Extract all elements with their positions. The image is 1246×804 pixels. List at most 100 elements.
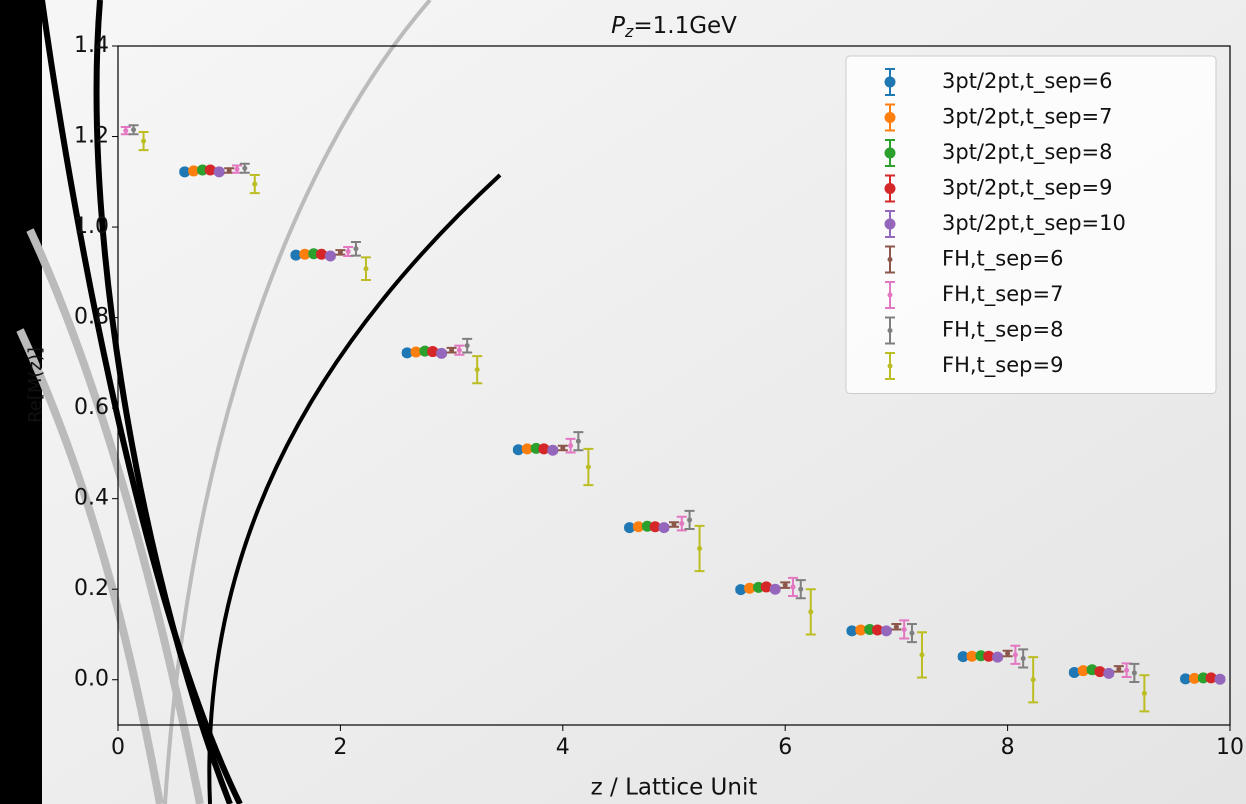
legend-swatch-dot (884, 112, 896, 123)
plot-frame (117, 45, 1231, 726)
data-point (337, 249, 343, 255)
title-main: P (611, 13, 625, 39)
data-point (345, 249, 351, 255)
data-point (901, 626, 907, 632)
data-point (753, 581, 765, 593)
data-point (363, 266, 369, 272)
data-point (1141, 690, 1147, 696)
data-point (782, 582, 788, 588)
decor-curve (39, 0, 243, 804)
x-tick-label: 10 (1216, 735, 1244, 760)
data-point (880, 625, 892, 637)
legend-swatch-dot (884, 183, 896, 194)
legend-label: 3pt/2pt,t_sep=8 (942, 140, 1112, 165)
data-point (353, 246, 359, 252)
data-point (671, 521, 677, 527)
data-point (401, 347, 413, 359)
data-point (419, 345, 431, 357)
data-point (197, 164, 209, 176)
x-tick-label: 4 (556, 735, 570, 760)
legend-label: 3pt/2pt,t_sep=10 (942, 211, 1126, 236)
legend-swatch-dot (887, 328, 893, 333)
data-point (855, 624, 867, 636)
data-point (226, 167, 232, 173)
legend-swatch-dot (887, 363, 893, 369)
legend-label: 3pt/2pt,t_sep=6 (942, 69, 1112, 94)
data-point (1180, 673, 1192, 685)
data-point (735, 584, 747, 596)
legend-box (845, 55, 1217, 394)
x-tick-label: 0 (111, 735, 125, 760)
data-point (1124, 667, 1130, 673)
data-point (1205, 672, 1217, 684)
data-point (1068, 666, 1080, 678)
data-point (131, 127, 137, 133)
y-tick-label: 0.2 (74, 576, 109, 601)
left-strip (0, 0, 42, 804)
data-point (252, 181, 258, 187)
data-point (410, 346, 422, 358)
y-tick-label: 0.6 (74, 395, 109, 420)
decor-curve (93, 0, 233, 804)
data-point (449, 347, 455, 353)
data-point (213, 166, 225, 178)
title-subscript: z (624, 22, 634, 41)
data-point (697, 545, 703, 551)
legend-label: 3pt/2pt,t_sep=9 (942, 176, 1112, 201)
data-point (909, 630, 915, 636)
data-point (521, 443, 533, 455)
data-point (324, 250, 336, 262)
data-point (983, 650, 995, 662)
data-point (141, 138, 147, 144)
data-point (871, 624, 883, 636)
data-point (568, 443, 574, 449)
data-point (769, 583, 781, 595)
data-point (790, 584, 796, 590)
data-point (560, 445, 566, 451)
data-point (846, 625, 858, 637)
data-point (538, 443, 550, 455)
plot-area (120, 124, 1226, 713)
data-point (436, 347, 448, 359)
title-rest: =1.1GeV (633, 13, 737, 39)
legend-swatch-dot (884, 218, 896, 230)
legend-swatch-dot (884, 76, 896, 88)
y-axis-label: Re[M(z)] (25, 347, 46, 423)
legend-label: FH,t_sep=7 (942, 282, 1063, 307)
data-point (893, 624, 899, 630)
data-point (624, 522, 636, 534)
legend-label: 3pt/2pt,t_sep=7 (942, 105, 1112, 130)
data-point (957, 651, 969, 663)
data-point (919, 652, 925, 658)
data-point (966, 650, 978, 662)
data-point (1030, 677, 1036, 683)
data-point (1077, 665, 1089, 677)
y-tick-label: 0.0 (74, 667, 109, 692)
data-point (992, 651, 1004, 663)
y-tick-label: 1.4 (74, 33, 109, 58)
data-point (1116, 666, 1122, 672)
legend-swatch-dot (887, 257, 893, 262)
data-point (864, 623, 876, 635)
data-point (547, 444, 559, 456)
data-point (808, 609, 814, 615)
y-tick-label: 1.2 (74, 124, 109, 149)
data-point (1012, 652, 1018, 658)
x-tick-label: 6 (778, 735, 792, 760)
y-tick-label: 1.0 (74, 214, 109, 239)
data-point (1005, 650, 1011, 656)
legend-swatch-dot (884, 147, 896, 159)
chart-title: Pz=1.1GeV (611, 13, 737, 41)
data-point (585, 464, 591, 470)
data-point (1214, 673, 1226, 685)
data-point (456, 347, 462, 353)
data-point (530, 442, 542, 454)
data-point (760, 581, 772, 593)
x-tick-label: 8 (1001, 735, 1015, 760)
data-point (299, 248, 311, 260)
data-point (744, 582, 756, 594)
data-point (242, 165, 248, 171)
data-point (1103, 667, 1115, 679)
data-point (679, 521, 685, 527)
